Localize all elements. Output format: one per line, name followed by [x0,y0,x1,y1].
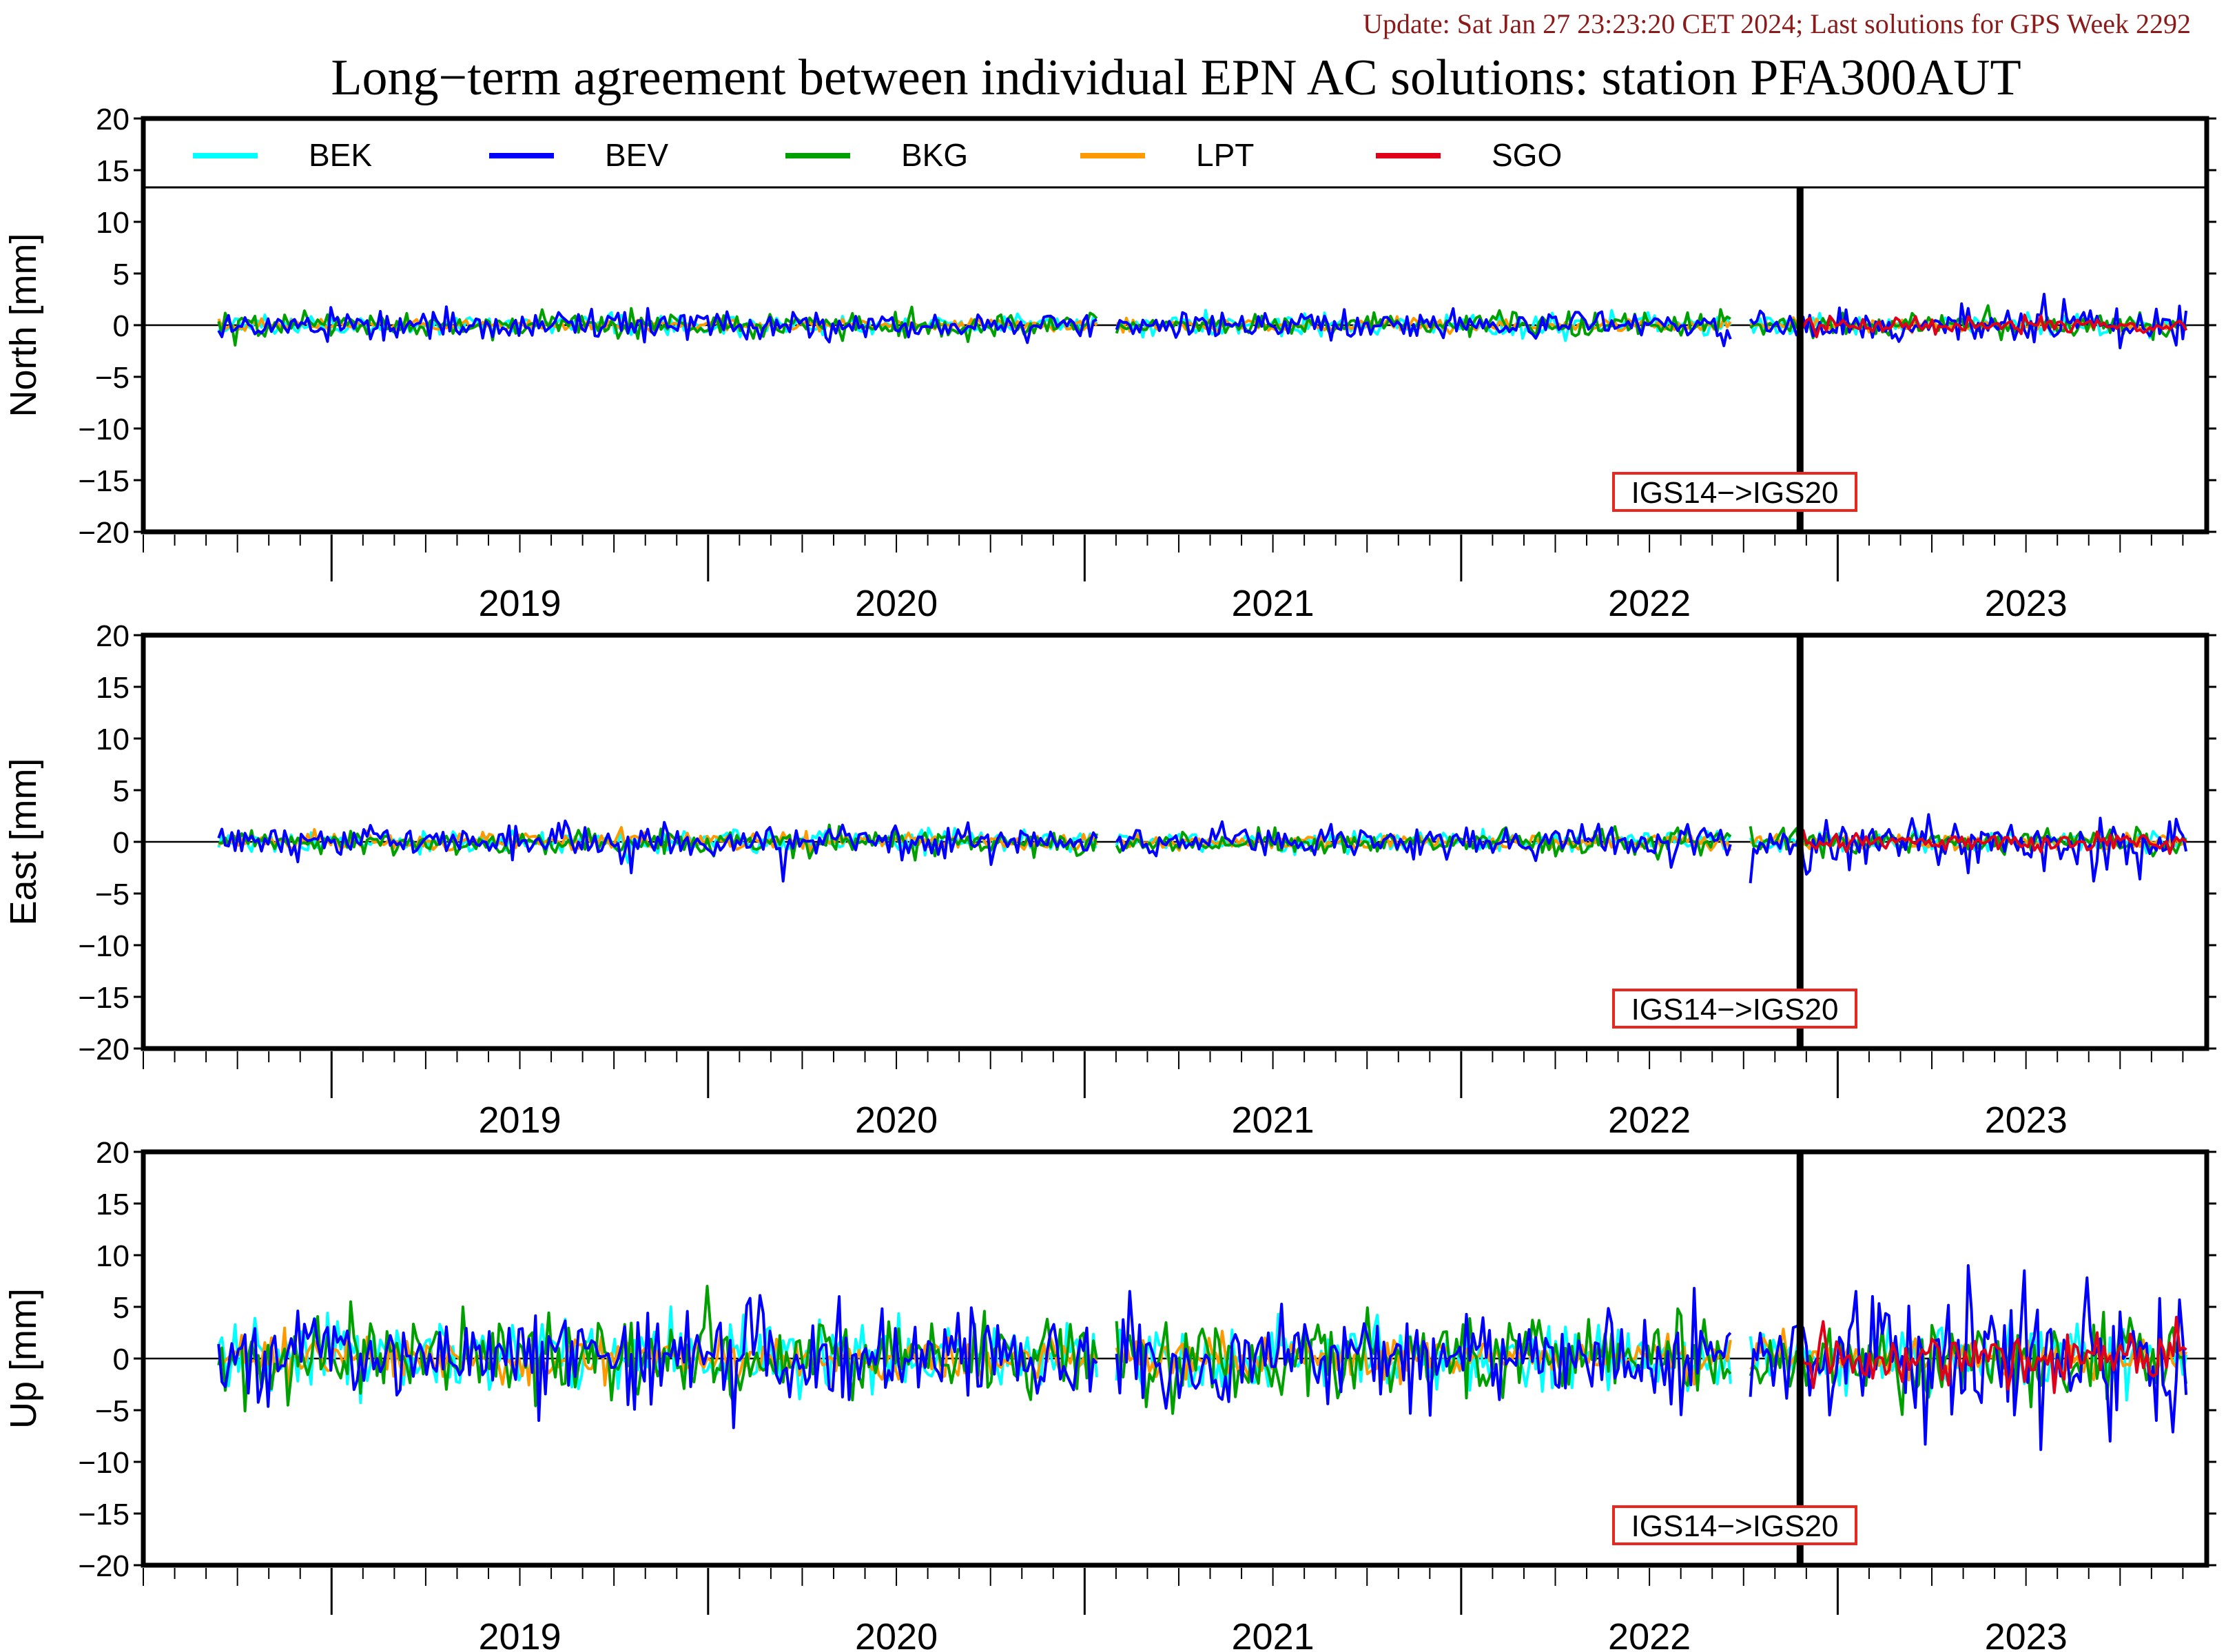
y-tick-label: −20 [78,1033,130,1066]
y-tick-label: −15 [78,464,130,498]
series-sgo [1798,1316,2187,1394]
x-year-label: 2020 [855,1099,938,1141]
x-year-label: 2022 [1608,1099,1691,1141]
series-line-bev [217,1294,1098,1429]
legend-label: BEV [605,137,668,173]
legend-item-sgo: SGO [1376,137,1562,173]
plot-frame [141,632,2209,1051]
x-year-label: 2019 [478,1099,561,1141]
x-year-label: 2019 [478,583,561,624]
y-tick-label: −15 [78,1498,130,1531]
x-year-label: 2022 [1608,1616,1691,1652]
y-axis-label: Up [mm] [3,1288,44,1429]
y-axis-label: East [mm] [3,758,44,925]
x-year-label: 2023 [1985,583,2068,624]
legend-label: LPT [1196,137,1254,173]
plot-frame [141,116,2209,535]
legend-label: BKG [901,137,968,173]
series-line-bev [217,305,1097,344]
panel-up: Up [mm] 20 15 10 5 0 −5 −10 −15 −20 IGS14−>IGS20 20… [3,1136,2216,1652]
series-line-bev [1749,293,2188,349]
x-year-label: 2021 [1232,1099,1315,1141]
series-line-sgo [1798,1316,2187,1394]
series-line-bkg [1115,1306,1732,1415]
x-year-label: 2019 [478,1616,561,1652]
legend-item-bek: BEK [193,137,372,173]
y-tick-label: 5 [113,258,130,291]
y-tick-label: 0 [113,1343,130,1376]
panel-north: North [mm] 20 15 10 5 0 −5 −10 −15 −20 IGS14−>IGS2… [3,103,2216,624]
reference-frame-label-box [1612,472,1857,512]
series-bev [217,293,2188,349]
x-year-label: 2023 [1985,1099,2068,1141]
series-line-bev [1115,307,1732,347]
reference-frame-label-box [1612,1505,1857,1545]
series-line-bev [217,819,1098,882]
x-year-label: 2020 [855,1616,938,1652]
y-tick-label: 0 [113,309,130,343]
y-tick-label: −15 [78,981,130,1015]
reference-frame-label-box [1612,989,1857,1029]
series-line-bev [1115,1287,1732,1417]
plot-frame [141,1149,2209,1568]
y-tick-label: 15 [96,154,130,188]
series-line-bkg [1749,825,2187,859]
x-year-label: 2022 [1608,583,1691,624]
y-tick-label: −10 [78,929,130,963]
series-line-bkg [217,1285,1098,1413]
y-tick-label: −10 [78,1446,130,1480]
y-tick-label: 20 [96,103,130,136]
legend-label: SGO [1492,137,1562,173]
series-sgo [1798,829,2187,855]
legend-label: BEK [309,137,372,173]
x-year-label: 2023 [1985,1616,2068,1652]
y-tick-label: 15 [96,671,130,705]
legend-box [142,117,2208,189]
x-year-label: 2020 [855,583,938,624]
series-sgo [1800,313,2188,338]
series-line-bkg [1749,304,2187,342]
y-tick-label: −20 [78,516,130,550]
y-axis-label: North [mm] [3,233,44,417]
series-line-sgo [1798,829,2187,855]
update-text: Update: Sat Jan 27 23:23:20 CET 2024; La… [1363,8,2191,39]
y-tick-label: 20 [96,619,130,653]
chart-title: Long−term agreement between individual E… [331,50,2021,106]
y-tick-label: 5 [113,774,130,808]
y-tick-label: −5 [95,1394,130,1428]
series-line-sgo [1800,313,2188,338]
y-tick-label: 10 [96,1239,130,1273]
y-tick-label: 15 [96,1188,130,1221]
x-year-label: 2021 [1232,1616,1315,1652]
x-year-label: 2021 [1232,583,1315,624]
reference-frame-label: IGS14−>IGS20 [1631,1509,1839,1543]
y-tick-label: −10 [78,413,130,446]
panel-east: East [mm] 20 15 10 5 0 −5 −10 −15 −20 IGS14−>IGS20… [3,619,2216,1141]
legend-item-bkg: BKG [785,137,968,173]
legend-item-bev: BEV [489,137,668,173]
series-line-bev [1115,820,1732,869]
y-tick-label: 0 [113,826,130,860]
series-bev [217,1264,2188,1452]
y-tick-label: 10 [96,723,130,756]
series-line-bev [1749,1264,2188,1452]
y-tick-label: 20 [96,1136,130,1170]
y-tick-label: 10 [96,206,130,240]
legend-item-lpt: LPT [1080,137,1254,173]
y-tick-label: 5 [113,1291,130,1325]
reference-frame-label: IGS14−>IGS20 [1631,476,1839,510]
y-tick-label: −5 [95,878,130,911]
reference-frame-label: IGS14−>IGS20 [1631,993,1839,1026]
y-tick-label: −5 [95,361,130,395]
y-tick-label: −20 [78,1549,130,1583]
series-line-bkg [1115,308,1731,338]
